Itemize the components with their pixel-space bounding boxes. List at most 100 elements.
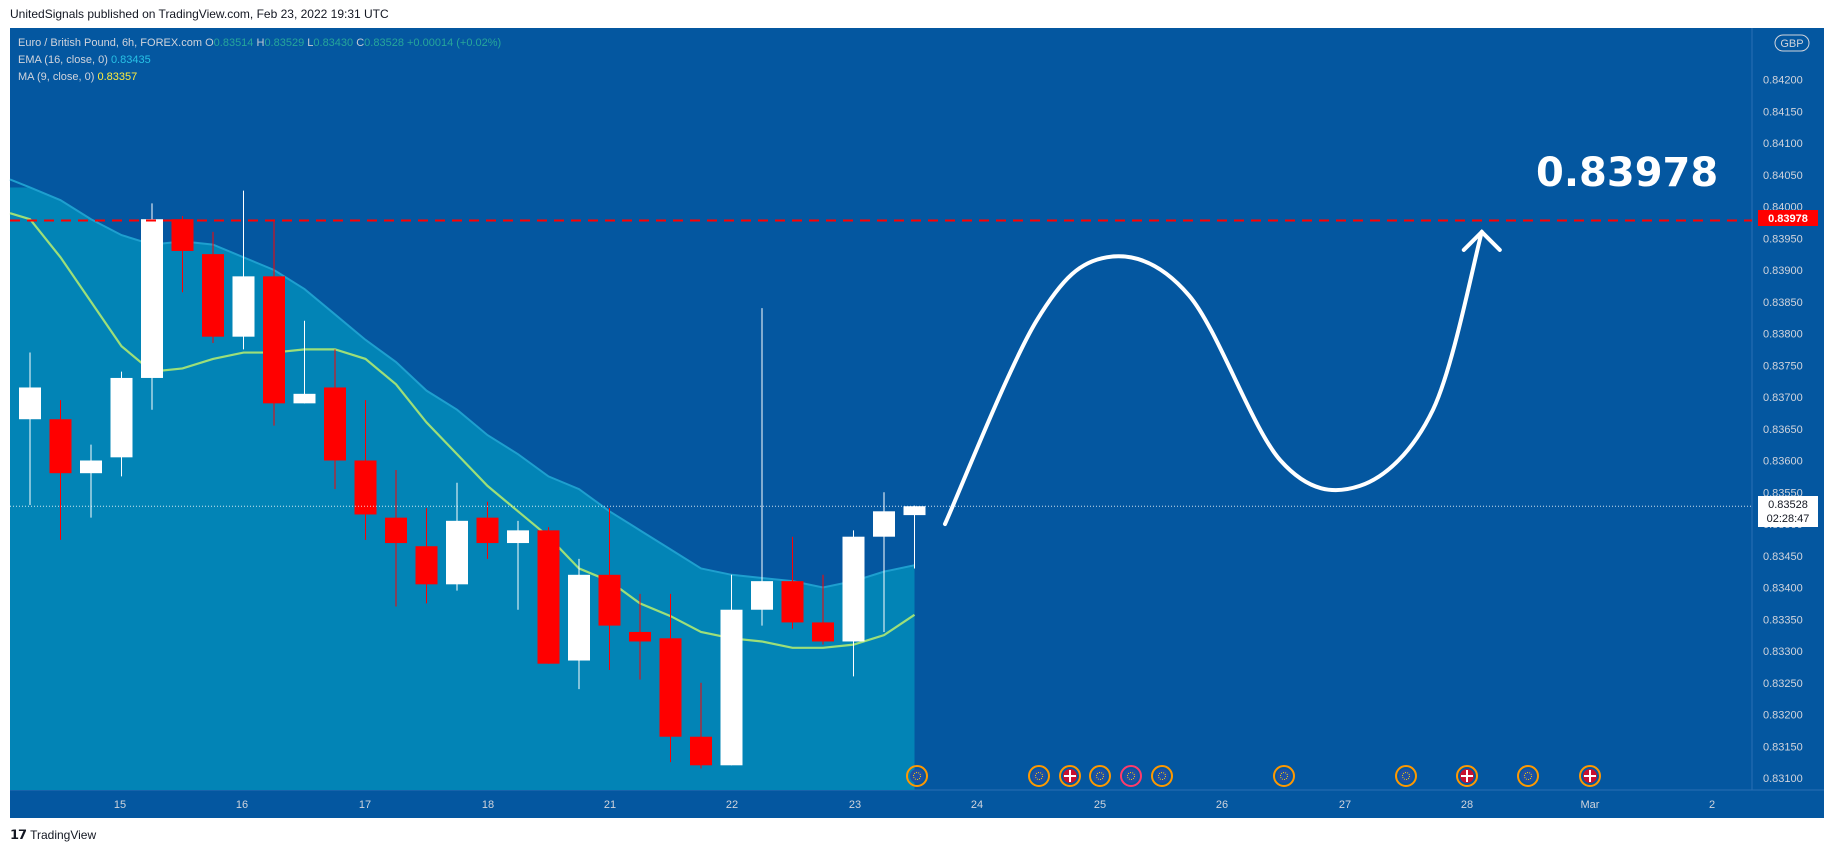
- flag-stars: [1524, 772, 1532, 780]
- time-tick-label: 21: [604, 799, 616, 811]
- candle: [171, 216, 194, 293]
- legend-c-label: C: [356, 37, 365, 49]
- legend-ma-row[interactable]: MA (9, close, 0) 0.83357: [18, 69, 501, 86]
- candle-body: [568, 574, 590, 661]
- event-flag: [1093, 769, 1107, 783]
- legend-h-label: H: [256, 37, 265, 49]
- last-price-text: 0.83528: [1768, 499, 1808, 511]
- candle: [903, 505, 926, 569]
- legend-h-value: 0.83529: [264, 37, 305, 49]
- eu-event-flag-icon[interactable]: [1089, 765, 1111, 787]
- candle-body: [751, 581, 773, 610]
- price-tick-label: 0.83200: [1763, 710, 1803, 722]
- time-tick-label: 28: [1461, 799, 1473, 811]
- event-flag: [1032, 769, 1046, 783]
- price-tick-label: 0.83650: [1763, 424, 1803, 436]
- currency-badge[interactable]: GBP: [1774, 34, 1810, 52]
- candle-body: [812, 622, 834, 642]
- candle-body: [507, 530, 529, 544]
- candle-body: [598, 574, 621, 626]
- flag-stars: [1096, 772, 1104, 780]
- eu-event-flag-icon[interactable]: [1517, 765, 1539, 787]
- eu-event-flag-icon[interactable]: [1395, 765, 1417, 787]
- legend-ema-row[interactable]: EMA (16, close, 0) 0.83435: [18, 52, 501, 69]
- candle-body: [537, 530, 560, 664]
- candle-body: [354, 460, 377, 515]
- candle-body: [720, 609, 743, 766]
- price-tick-label: 0.83800: [1763, 329, 1803, 341]
- time-tick-label: 15: [114, 799, 126, 811]
- flag-stars: [1127, 772, 1135, 780]
- event-ring: [1517, 765, 1539, 787]
- projection-curve: [943, 229, 1484, 526]
- time-axis-panel[interactable]: [10, 790, 1824, 818]
- candle: [263, 219, 285, 426]
- time-tick-label: 18: [482, 799, 494, 811]
- candle-body: [324, 387, 346, 461]
- time-tick-label: Mar: [1581, 799, 1600, 811]
- event-flag: [1124, 769, 1138, 783]
- uk-event-flag-icon[interactable]: [1579, 765, 1601, 787]
- candle-body: [171, 219, 194, 251]
- price-tick-label: 0.83900: [1763, 265, 1803, 277]
- candle-body: [293, 393, 316, 404]
- candle-body: [49, 419, 72, 474]
- candle: [141, 203, 163, 410]
- eu-event-flag-icon[interactable]: [1273, 765, 1295, 787]
- candle-body: [842, 536, 865, 642]
- event-ring: [1456, 765, 1478, 787]
- uk-event-flag-icon[interactable]: [1456, 765, 1478, 787]
- price-axis-panel[interactable]: [1752, 28, 1824, 790]
- eu-event-flag-icon[interactable]: [1151, 765, 1173, 787]
- candle: [110, 371, 133, 477]
- event-ring: [1151, 765, 1173, 787]
- price-tick-label: 0.83300: [1763, 646, 1803, 658]
- tradingview-brand[interactable]: 𝟭𝟳 TradingView: [10, 827, 96, 843]
- projection-drawing[interactable]: [943, 229, 1502, 526]
- candle: [415, 508, 438, 604]
- target-price-tag-text: 0.83978: [1768, 213, 1808, 225]
- candle-body: [141, 219, 163, 378]
- time-tick-label: 23: [849, 799, 861, 811]
- price-tick-label: 0.83350: [1763, 614, 1803, 626]
- price-tick-label: 0.83450: [1763, 551, 1803, 563]
- time-tick-label: 27: [1339, 799, 1351, 811]
- time-tick-label: 16: [236, 799, 248, 811]
- price-tick-label: 0.84050: [1763, 170, 1803, 182]
- candle: [690, 682, 712, 769]
- candles[interactable]: [19, 190, 926, 769]
- price-tick-label: 0.83250: [1763, 678, 1803, 690]
- candle-body: [903, 506, 926, 516]
- target-annotation[interactable]: 0.83978: [1536, 150, 1719, 196]
- eu-event-flag-icon[interactable]: [1120, 765, 1142, 787]
- candle: [629, 593, 651, 680]
- candle: [354, 400, 377, 540]
- flag-stars: [1280, 772, 1288, 780]
- uk-event-flag-icon[interactable]: [1059, 765, 1081, 787]
- time-tick-label: 24: [971, 799, 983, 811]
- price-tick-label: 0.83700: [1763, 392, 1803, 404]
- countdown-text: 02:28:47: [1767, 513, 1810, 525]
- legend-symbol-row[interactable]: Euro / British Pound, 6h, FOREX.com O0.8…: [18, 35, 501, 52]
- candle: [842, 530, 865, 677]
- price-tick-label: 0.83100: [1763, 773, 1803, 785]
- candle: [781, 536, 804, 629]
- currency-badge-text: GBP: [1780, 38, 1803, 50]
- candle: [812, 574, 834, 645]
- candle-body: [629, 631, 651, 642]
- economic-events[interactable]: [906, 765, 1601, 787]
- candle: [80, 444, 102, 518]
- eu-event-flag-icon[interactable]: [1028, 765, 1050, 787]
- event-ring: [1273, 765, 1295, 787]
- flag-stars: [1158, 772, 1166, 780]
- price-tick-label: 0.83150: [1763, 741, 1803, 753]
- candle: [568, 558, 590, 690]
- eu-event-flag-icon[interactable]: [906, 765, 928, 787]
- candle: [202, 231, 224, 344]
- legend-l-label: L: [307, 37, 314, 49]
- time-tick-label: 22: [726, 799, 738, 811]
- price-tick-label: 0.84200: [1763, 75, 1803, 87]
- candle-body: [781, 581, 804, 623]
- price-tick-label: 0.84150: [1763, 106, 1803, 118]
